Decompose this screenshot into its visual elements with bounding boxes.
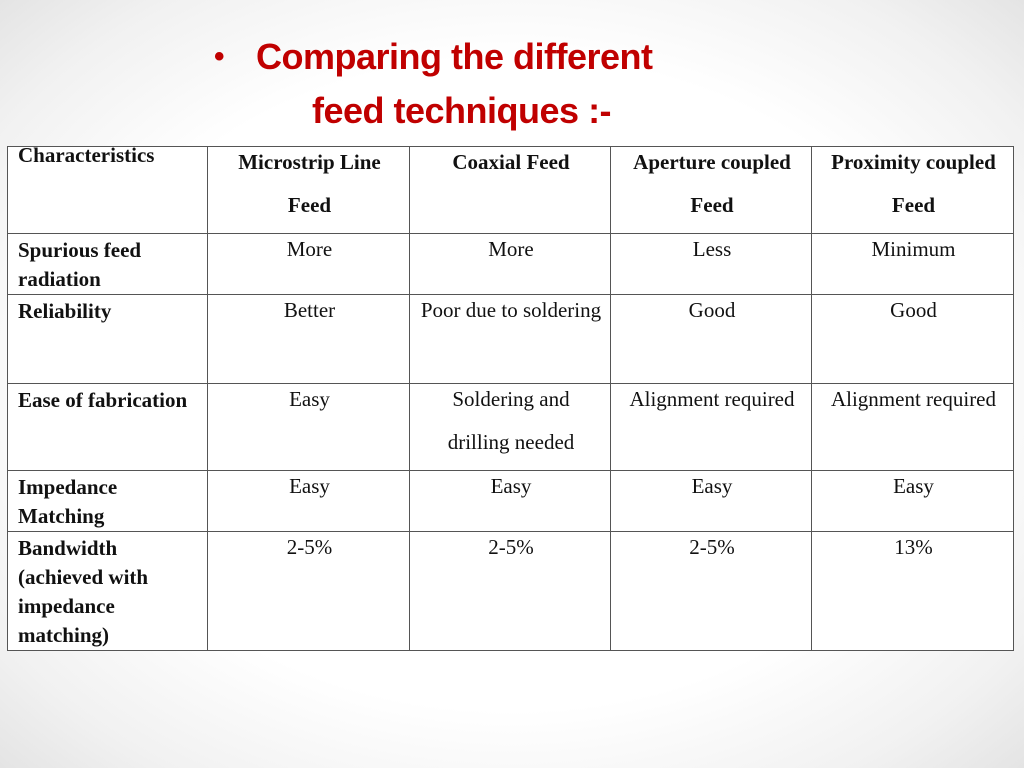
table-cell: Less	[610, 233, 812, 295]
row-label-cell: Characteristics	[7, 143, 208, 234]
cell-text: Alignment required	[629, 387, 795, 411]
table-cell: 2-5%	[610, 531, 812, 651]
row-label: Impedance Matching	[18, 475, 118, 528]
table-cell: Easy	[610, 470, 812, 532]
cell-text: Easy	[289, 474, 330, 498]
row-label-cell: Bandwidth (achieved with impedance match…	[7, 531, 208, 651]
row-label-cell: Spurious feed radiation	[7, 233, 208, 295]
cell-text: 2-5%	[488, 535, 534, 559]
cell-text: Easy	[691, 474, 733, 498]
cell-text: Poor due to soldering	[420, 298, 602, 322]
table-row: Bandwidth (achieved with impedance match…	[7, 531, 1014, 651]
table-cell: Easy	[207, 470, 410, 532]
cell-text: Easy	[289, 387, 330, 411]
table-row: Reliability Better Poor due to soldering Go…	[7, 294, 1014, 384]
cell-text: Aperture coupled Feed	[633, 150, 791, 217]
table-cell: Microstrip Line Feed	[207, 146, 410, 234]
cell-text: Easy	[490, 474, 532, 498]
row-label: Characteristics	[18, 143, 155, 167]
table-cell: 13%	[811, 531, 1014, 651]
cell-text: Less	[692, 237, 732, 261]
table-cell: Good	[610, 294, 812, 384]
table-row: Impedance Matching Easy Easy Easy Easy	[7, 470, 1014, 532]
row-label: Bandwidth (achieved with impedance match…	[18, 536, 149, 647]
comparison-table: Characteristics Microstrip Line Feed Coaxi…	[7, 143, 1014, 651]
row-label: Ease of fabrication	[18, 388, 188, 412]
row-label-cell: Impedance Matching	[7, 470, 208, 532]
row-label: Reliability	[18, 299, 112, 323]
table-cell: Minimum	[811, 233, 1014, 295]
cell-text: More	[488, 237, 534, 261]
table-cell: More	[207, 233, 410, 295]
cell-text: Good	[688, 298, 736, 322]
cell-text: Better	[283, 298, 336, 322]
table-cell: Alignment required	[811, 383, 1014, 471]
cell-text: Proximity coupled Feed	[831, 150, 996, 217]
cell-text: Microstrip Line Feed	[238, 150, 381, 217]
row-label-cell: Ease of fabrication	[7, 383, 208, 471]
table-cell: 2-5%	[409, 531, 611, 651]
cell-text: Good	[890, 298, 937, 322]
cell-text: Alignment required	[830, 387, 997, 411]
row-label: Spurious feed radiation	[18, 238, 142, 291]
table-cell: Easy	[409, 470, 611, 532]
title-line: Comparing the different	[214, 30, 814, 84]
table-cell: More	[409, 233, 611, 295]
table-cell: Better	[207, 294, 410, 384]
table-cell: Good	[811, 294, 1014, 384]
cell-text: Coaxial Feed	[452, 150, 570, 174]
table-cell: Easy	[207, 383, 410, 471]
table-cell: Aperture coupled Feed	[610, 146, 812, 234]
table-cell: Poor due to soldering	[409, 294, 611, 384]
table-cell: Soldering and drilling needed	[409, 383, 611, 471]
table-cell: Coaxial Feed	[409, 146, 611, 234]
table-cell: Alignment required	[610, 383, 812, 471]
cell-text: 2-5%	[689, 535, 735, 559]
title-line: feed techniques :-	[312, 90, 612, 131]
cell-text: 2-5%	[286, 535, 333, 559]
cell-text: 13%	[894, 535, 933, 559]
row-label-cell: Reliability	[7, 294, 208, 384]
table-cell: Easy	[811, 470, 1014, 532]
table-cell: 2-5%	[207, 531, 410, 651]
cell-text: More	[286, 237, 333, 261]
table-row: Spurious feed radiation More More Less Minim…	[7, 233, 1014, 295]
table-row: Characteristics Microstrip Line Feed Coaxi…	[7, 143, 1014, 234]
table-body: Characteristics Microstrip Line Feed Coaxi…	[7, 143, 1014, 651]
cell-text: Soldering and drilling needed	[447, 387, 575, 454]
table-row: Ease of fabrication Easy Soldering and dri…	[7, 383, 1014, 471]
slide-title: Comparing the different feed techniques …	[214, 30, 814, 138]
cell-text: Easy	[893, 474, 934, 498]
table-cell: Proximity coupled Feed	[811, 146, 1014, 234]
cell-text: Minimum	[871, 237, 956, 261]
